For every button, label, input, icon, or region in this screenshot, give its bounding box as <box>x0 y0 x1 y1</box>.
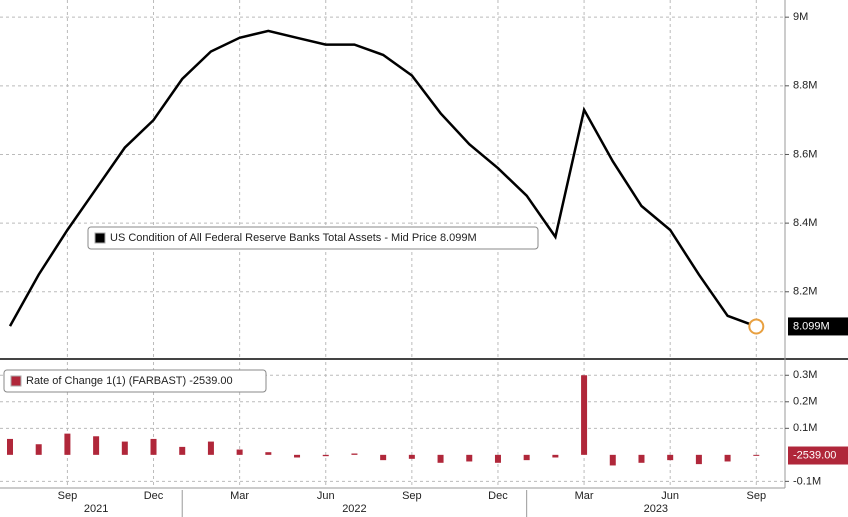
x-group-label: 2023 <box>644 503 668 515</box>
y-tick-label: 0.2M <box>793 396 817 408</box>
y-tick-label: 0.3M <box>793 369 817 381</box>
bar <box>609 454 616 466</box>
y-tick-label: 9M <box>793 11 808 23</box>
bar <box>667 454 674 461</box>
bar <box>638 454 645 463</box>
bar <box>753 454 760 456</box>
bar <box>179 446 186 455</box>
y-tick-label: 0.1M <box>793 422 817 434</box>
x-tick-label: Dec <box>488 490 508 502</box>
legend-label: US Condition of All Federal Reserve Bank… <box>110 232 477 244</box>
bar <box>294 454 301 458</box>
bar <box>724 454 731 462</box>
bar <box>581 375 588 455</box>
bar <box>523 454 530 461</box>
x-tick-label: Sep <box>58 490 78 502</box>
legend-swatch <box>94 232 106 244</box>
bar <box>150 438 157 455</box>
y-tick-label: 8.8M <box>793 80 817 92</box>
bar <box>322 454 329 457</box>
y-tick-label: -0.1M <box>793 475 821 487</box>
bar <box>207 441 214 455</box>
bar <box>121 441 128 455</box>
x-tick-label: Sep <box>402 490 422 502</box>
x-tick-label: Jun <box>661 490 679 502</box>
x-tick-label: Sep <box>747 490 767 502</box>
y-tick-label: 8.6M <box>793 148 817 160</box>
x-tick-label: Mar <box>575 490 594 502</box>
last-value-box <box>788 317 848 336</box>
x-tick-label: Dec <box>144 490 164 502</box>
last-value-label: -2539.00 <box>793 449 836 461</box>
bar <box>351 453 358 455</box>
bar <box>552 454 559 458</box>
legend-box <box>87 226 539 250</box>
x-group-label: 2021 <box>84 503 108 515</box>
bar <box>380 454 387 461</box>
y-tick-label: 8.4M <box>793 217 817 229</box>
bar <box>93 436 100 455</box>
bar <box>466 454 473 462</box>
legend-box <box>3 369 267 393</box>
bar <box>437 454 444 463</box>
y-tick-label: 8.2M <box>793 286 817 298</box>
bar <box>236 449 243 455</box>
bar <box>64 433 71 455</box>
last-value-box <box>788 446 848 465</box>
x-tick-label: Jun <box>317 490 335 502</box>
bar <box>35 444 42 455</box>
bar <box>265 452 272 455</box>
bar <box>695 454 702 465</box>
bar <box>7 438 13 455</box>
legend-label: Rate of Change 1(1) (FARBAST) -2539.00 <box>26 375 233 387</box>
last-value-label: 8.099M <box>793 320 830 332</box>
line <box>8 29 757 328</box>
x-tick-label: Mar <box>230 490 249 502</box>
bar <box>408 454 415 459</box>
last-point-marker <box>748 318 765 335</box>
legend-swatch <box>10 375 22 387</box>
bar <box>494 454 501 463</box>
x-group-label: 2022 <box>342 503 366 515</box>
